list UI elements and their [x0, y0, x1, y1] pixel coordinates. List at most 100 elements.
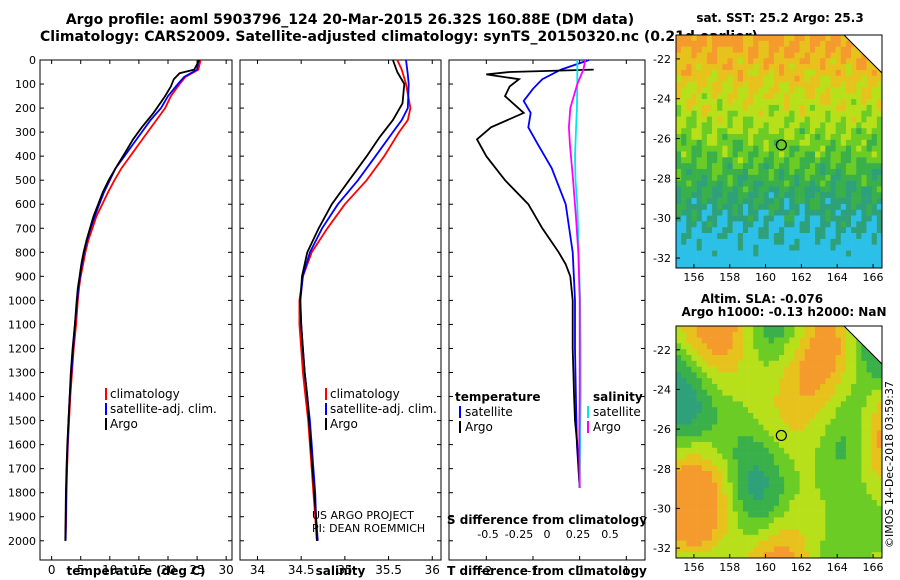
panel-frame-2 [239, 59, 442, 561]
map-cell [681, 430, 687, 437]
map-cell [794, 488, 800, 495]
map-cell [701, 401, 708, 408]
map-cell [722, 75, 728, 82]
map-cell [696, 500, 703, 507]
panel-frame-1 [39, 59, 233, 561]
map-cell [763, 355, 769, 362]
map-cell [701, 75, 708, 82]
map-cell [794, 215, 800, 222]
map-cell [768, 505, 775, 512]
map-cell [732, 459, 739, 466]
map-cell [840, 349, 847, 356]
map-cell [784, 93, 790, 100]
map-cell [763, 209, 769, 216]
map-cell [691, 174, 697, 181]
map-cell [706, 198, 713, 205]
map-cell [686, 413, 692, 420]
map-cell [804, 482, 811, 489]
map-cell [866, 104, 872, 112]
map-cell [773, 442, 780, 449]
map-cell [825, 46, 831, 53]
map-cell [851, 69, 857, 77]
map-cell [742, 505, 749, 512]
map-cell [851, 186, 857, 193]
map-cell [763, 198, 769, 205]
map-cell [779, 128, 785, 135]
map-cell [706, 436, 713, 443]
map-cell [815, 168, 821, 176]
map-cell [681, 198, 687, 205]
map-cell [871, 355, 878, 362]
map-cell [742, 244, 749, 251]
map-cell [784, 209, 790, 216]
map-cell [789, 436, 795, 443]
map-cell [763, 378, 769, 385]
map-cell [717, 343, 723, 350]
map-cell [732, 389, 739, 396]
map-cell [712, 343, 718, 350]
map-cell [758, 122, 764, 129]
map-cell [825, 418, 831, 425]
map-cell [773, 355, 780, 362]
map-cell [861, 157, 867, 164]
map-cell [691, 494, 697, 501]
map-cell [861, 465, 867, 472]
map-cell [840, 134, 847, 141]
map-cell [706, 413, 713, 420]
map-cell [830, 337, 836, 344]
map-cell [768, 35, 775, 42]
map-cell [742, 99, 749, 106]
x-axis-label: temperature (deg C) [67, 564, 206, 578]
map-cell [712, 494, 718, 501]
map-cell [804, 99, 811, 106]
map-cell [758, 395, 764, 402]
map-cell [696, 99, 703, 106]
map-cell [763, 401, 769, 408]
map-cell [804, 517, 811, 524]
map-cell [768, 430, 775, 437]
map-cell [799, 552, 806, 559]
map-cell [768, 134, 775, 141]
map-cell [753, 337, 759, 344]
map-cell [856, 215, 862, 222]
map-cell [686, 75, 692, 82]
map-cell [835, 75, 842, 82]
map-cell [742, 221, 749, 228]
map-cell [835, 186, 842, 193]
map-cell [691, 384, 697, 391]
map-cell [737, 337, 744, 344]
map-cell [825, 93, 831, 100]
map-cell [815, 40, 821, 47]
map-cell [784, 64, 790, 71]
map-cell [871, 180, 878, 187]
map-cell [804, 174, 811, 181]
map-cell [742, 40, 749, 47]
map-cell [727, 500, 733, 507]
map-cell [676, 476, 682, 483]
map-cell [686, 355, 692, 362]
map-cell [871, 99, 878, 106]
map-cell [742, 128, 749, 135]
map-cell [676, 64, 682, 71]
map-cell [830, 168, 836, 176]
map-cell [717, 75, 723, 82]
map-cell [856, 471, 862, 478]
map-cell [717, 355, 723, 362]
depth-tick-label: 1500 [8, 415, 36, 428]
map-cell [830, 256, 836, 263]
map-cell [840, 93, 847, 100]
map-cell [861, 122, 867, 129]
map-cell [876, 244, 883, 251]
map-cell [701, 69, 708, 77]
map-cell [820, 145, 826, 152]
map-cell [696, 134, 703, 141]
map-cell [732, 529, 739, 536]
map-cell [871, 482, 878, 489]
map-cell [789, 360, 795, 367]
map-cell [696, 174, 703, 181]
map-cell [727, 233, 733, 240]
map-cell [871, 384, 878, 391]
map-cell [676, 465, 682, 472]
map-cell [763, 250, 769, 257]
map-cell [727, 104, 733, 112]
